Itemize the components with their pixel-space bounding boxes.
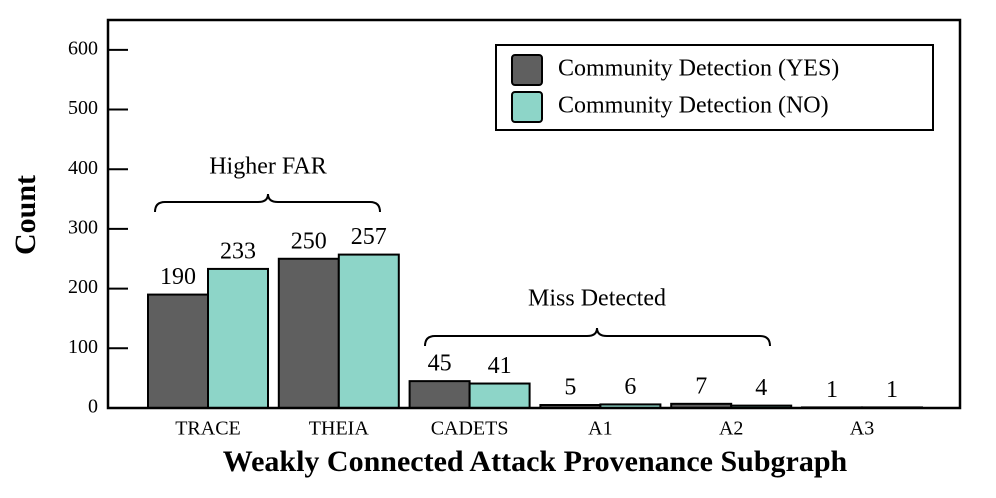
data-label: 257 xyxy=(351,224,387,250)
legend-label: Community Detection (YES) xyxy=(558,56,839,82)
data-label: 45 xyxy=(428,351,452,377)
plot-frame xyxy=(106,18,962,410)
data-label: 41 xyxy=(488,353,512,379)
data-label: 1 xyxy=(886,377,898,403)
bar xyxy=(337,253,400,409)
data-label: 250 xyxy=(291,228,327,254)
legend-swatch xyxy=(511,91,543,123)
x-tick-label: A2 xyxy=(719,418,743,440)
y-tick-label: 600 xyxy=(68,37,98,59)
annotation: Higher FAR xyxy=(209,154,327,180)
data-label: 7 xyxy=(695,373,707,399)
data-label: 190 xyxy=(160,264,196,290)
y-tick-label: 500 xyxy=(68,97,98,119)
bar xyxy=(207,267,269,410)
data-label: 6 xyxy=(624,374,636,400)
bar xyxy=(408,380,471,409)
brace xyxy=(424,327,771,347)
x-tick-label: CADETS xyxy=(431,418,509,440)
legend-label: Community Detection (NO) xyxy=(558,93,829,119)
data-label: 4 xyxy=(755,375,767,401)
y-axis-label: Count xyxy=(9,175,42,255)
x-axis-label: Weakly Connected Attack Provenance Subgr… xyxy=(223,445,848,478)
brace xyxy=(154,193,381,213)
bar xyxy=(147,293,209,410)
data-label: 1 xyxy=(826,377,838,403)
data-label: 233 xyxy=(220,238,256,264)
bar xyxy=(468,382,531,409)
bar xyxy=(277,257,340,409)
y-tick-label: 0 xyxy=(88,396,98,418)
y-tick-label: 300 xyxy=(68,217,98,239)
x-tick-label: A1 xyxy=(588,418,612,440)
x-tick-label: THEIA xyxy=(309,418,370,440)
x-tick-label: A3 xyxy=(850,418,874,440)
y-tick-label: 100 xyxy=(68,336,98,358)
x-tick-label: TRACE xyxy=(175,418,241,440)
y-tick-label: 200 xyxy=(68,276,98,298)
data-label: 5 xyxy=(564,375,576,401)
y-tick-label: 400 xyxy=(68,157,98,179)
legend-box xyxy=(495,44,934,131)
legend-swatch xyxy=(511,54,543,86)
annotation: Miss Detected xyxy=(528,286,666,312)
